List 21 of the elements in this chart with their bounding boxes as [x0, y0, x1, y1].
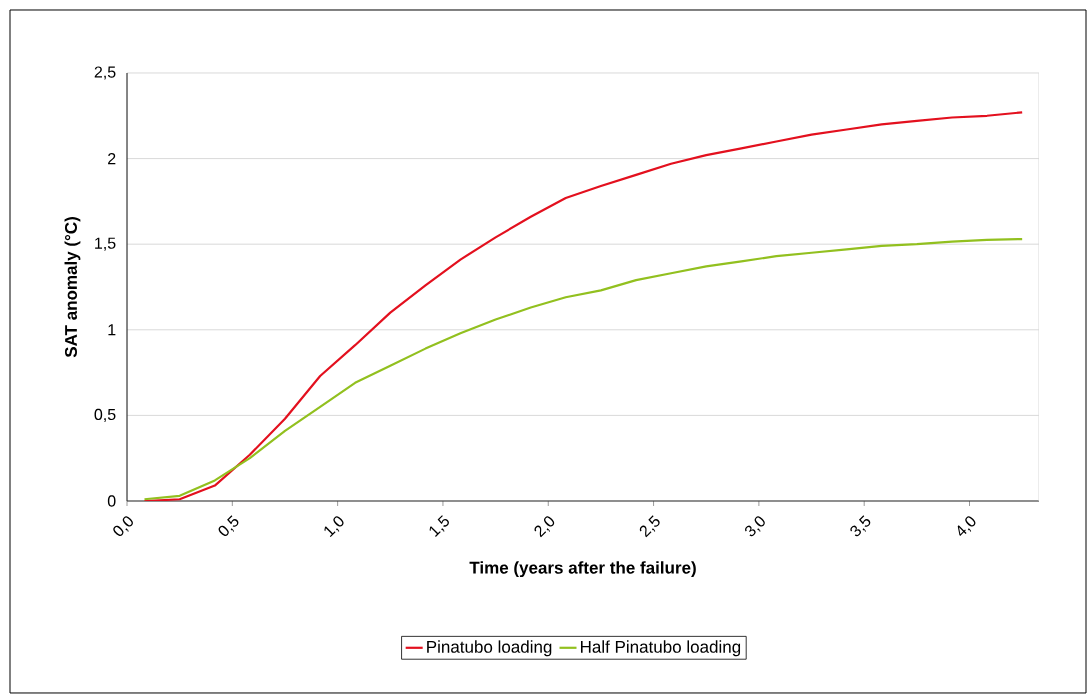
x-tick-label: 3,0: [745, 516, 765, 537]
y-tick-label: 1: [108, 324, 116, 336]
x-tick-label: 3,5: [850, 515, 871, 537]
y-tick-label: 2: [108, 153, 116, 165]
y-tick-label: 2,5: [94, 66, 116, 80]
x-tick-label: 4,0: [957, 516, 976, 536]
x-tick-label: 2,0: [534, 516, 555, 538]
y-tick-label: 0: [107, 495, 116, 507]
legend-label: Half Pinatubo loading: [580, 640, 741, 657]
x-tick-label: 0,5: [218, 515, 239, 536]
y-axis-title: SAT anomaly (°C): [64, 217, 81, 358]
x-tick-label: 1,5: [429, 515, 449, 537]
x-tick-label: 0,0: [113, 516, 133, 536]
x-tick-label: 2,5: [639, 515, 660, 538]
line-series: [143, 111, 1024, 501]
legend-label: Pinatubo loading: [427, 640, 552, 657]
x-tick-label: 1,0: [324, 516, 344, 538]
line-series: [143, 237, 1024, 501]
y-tick-label: 0,5: [94, 408, 116, 422]
y-tick-label: 1,5: [95, 237, 116, 251]
x-axis-title: Time (years after the failure): [469, 561, 696, 578]
